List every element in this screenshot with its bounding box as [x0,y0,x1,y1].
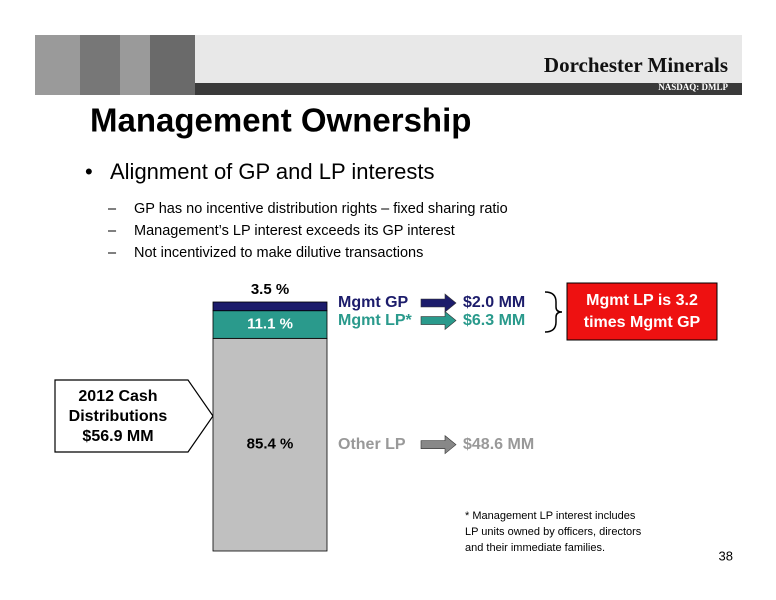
dash: – [108,201,117,217]
arrow [420,310,457,331]
segment-label: 3.5 % [251,281,289,298]
banner-light [195,35,742,83]
highlight-text: Mgmt LP is 3.2 [586,292,698,309]
page-number: 38 [719,548,733,563]
banner-photo-part [80,35,120,95]
footnote: LP units owned by officers, directors [465,526,642,538]
callout-text: Distributions [69,408,168,425]
segment-label: 11.1 % [247,316,293,333]
segment-label: 85.4 % [247,436,294,453]
callout-text: 2012 Cash [78,388,157,405]
series-name: Mgmt GP [338,294,409,311]
dash: – [108,223,117,239]
ticker: NASDAQ: DMLP [658,82,728,92]
callout-text: $56.9 MM [82,428,153,445]
arrow [420,293,457,313]
series-amount: $2.0 MM [463,294,525,311]
callout-box [54,379,214,453]
banner-photo-part [150,35,195,95]
bar-segment [212,310,328,339]
bullet: Alignment of GP and LP interests [110,159,435,184]
sub-bullet: GP has no incentive distribution rights … [134,201,508,217]
footnote: and their immediate families. [465,542,605,554]
brace [544,291,563,333]
series-amount: $48.6 MM [463,436,534,453]
title: Management Ownership [90,102,471,139]
series-name: Other LP [338,436,406,453]
highlight-box [566,282,718,341]
bar-segment [212,337,328,552]
company: Dorchester Minerals [544,53,728,77]
sub-bullet: Management’s LP interest exceeds its GP … [134,223,455,239]
dash: – [108,245,117,261]
sub-bullet: Not incentivized to make dilutive transa… [134,245,423,261]
highlight-text: times Mgmt GP [584,314,701,331]
series-name: Mgmt LP* [338,312,413,329]
bullet-mark: • [85,159,93,184]
footnote: * Management LP interest includes [465,510,636,522]
bar-segment [212,301,328,312]
arrow [420,435,457,455]
series-amount: $6.3 MM [463,312,525,329]
